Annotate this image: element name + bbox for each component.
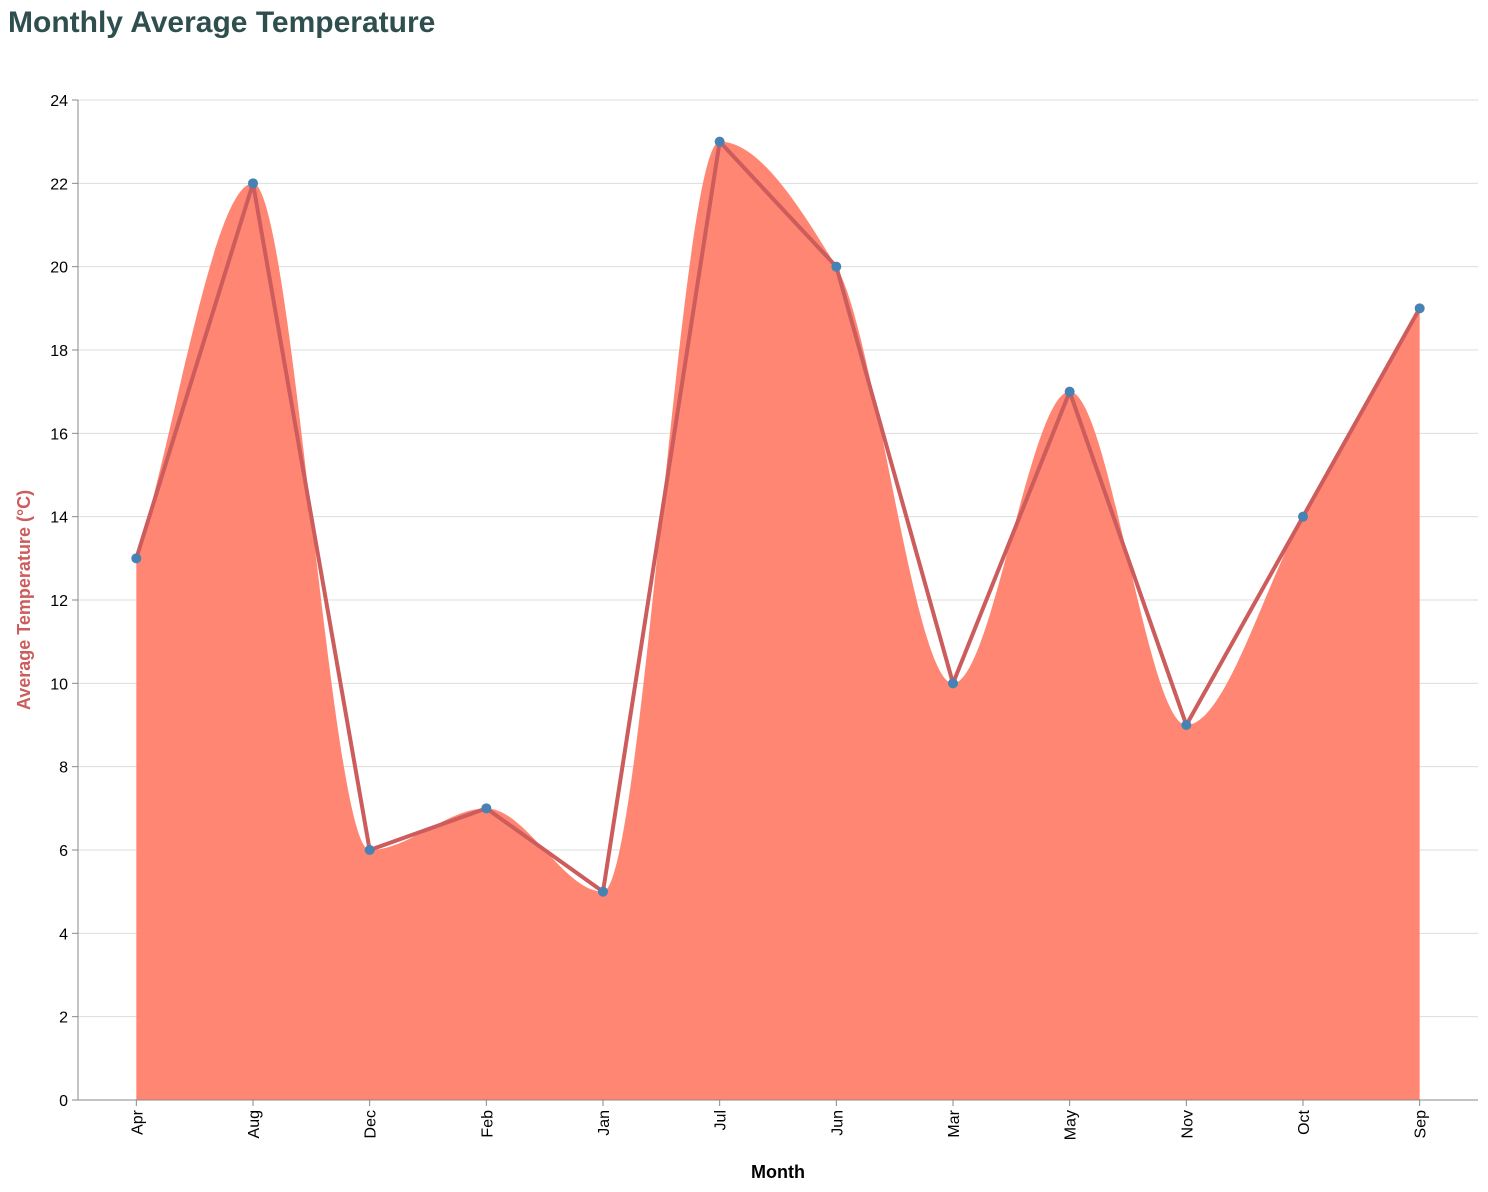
y-tick-label: 20 (50, 260, 68, 277)
x-tick-label: Apr (129, 1109, 146, 1135)
x-tick-label: Mar (946, 1109, 963, 1137)
area-layer (136, 141, 1420, 1100)
y-tick-label: 14 (50, 510, 68, 527)
chart-title: Monthly Average Temperature (8, 6, 436, 39)
data-point (364, 845, 375, 855)
y-tick-label: 18 (50, 343, 68, 360)
y-tick-label: 6 (59, 843, 68, 860)
temperature-area (136, 141, 1420, 1100)
data-point (481, 803, 492, 814)
temperature-line (134, 139, 1422, 894)
data-point (598, 886, 608, 897)
data-point (248, 178, 258, 189)
x-tick-label: Sep (1413, 1110, 1430, 1139)
x-tick-label: May (1063, 1110, 1080, 1140)
data-point (1414, 303, 1425, 314)
data-point (1298, 511, 1308, 522)
data-point (831, 261, 842, 272)
x-tick-label: Jun (829, 1110, 846, 1136)
x-axis-title: Month (751, 1162, 805, 1182)
y-tick-label: 8 (59, 760, 68, 777)
data-points (131, 136, 1425, 897)
x-tick-label: Nov (1179, 1110, 1196, 1138)
y-tick-label: 22 (50, 176, 68, 193)
data-point (1064, 386, 1075, 397)
x-tick-label: Feb (479, 1110, 496, 1138)
y-axis-title: Average Temperature (°C) (14, 490, 34, 710)
y-tick-label: 4 (59, 926, 68, 943)
x-tick-label: Aug (246, 1110, 263, 1138)
y-tick-label: 10 (50, 676, 68, 693)
x-tick-label: Oct (1296, 1109, 1313, 1134)
y-tick-label: 16 (50, 426, 68, 443)
data-point (131, 553, 142, 564)
y-tick-label: 2 (59, 1010, 68, 1027)
y-tick-label: 12 (50, 593, 68, 610)
x-tick-label: Jul (713, 1110, 730, 1130)
data-point (714, 136, 725, 147)
data-point (948, 678, 958, 689)
x-tick-label: Dec (363, 1110, 380, 1138)
line-layer (134, 139, 1422, 894)
y-tick-label: 24 (50, 93, 68, 110)
data-point (1181, 720, 1192, 730)
x-tick-label: Jan (596, 1110, 613, 1136)
y-tick-label: 0 (59, 1093, 68, 1110)
